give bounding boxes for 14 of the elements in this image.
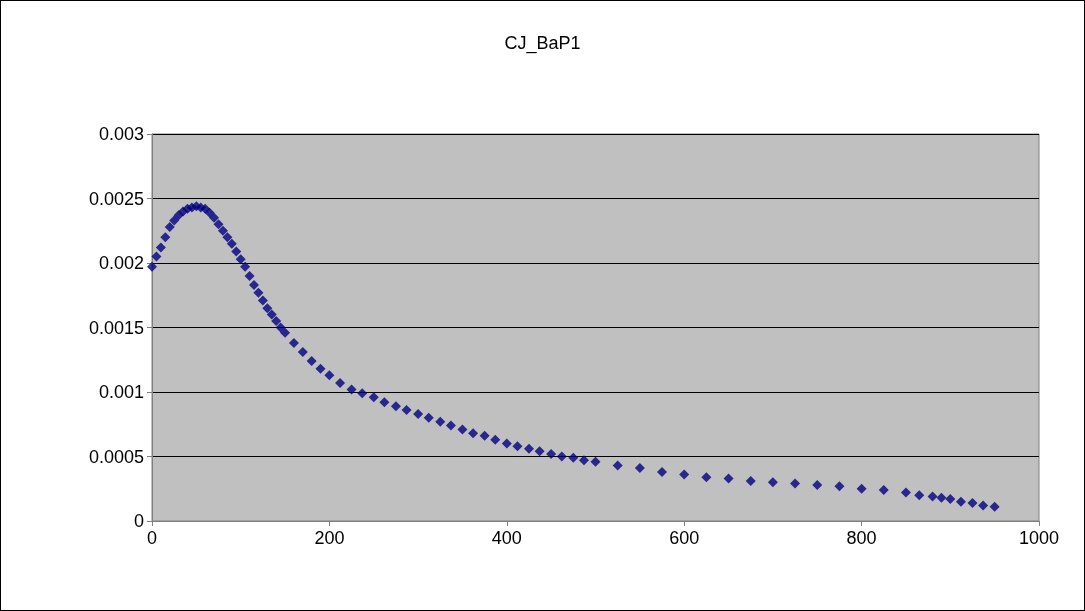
x-tick-label: 0 (146, 528, 158, 548)
x-tick-label: 600 (669, 528, 700, 548)
x-tick-label: 200 (314, 528, 345, 548)
y-tick-label: 0.003 (98, 124, 144, 144)
y-tick-label: 0.002 (98, 253, 144, 273)
x-tick-label: 800 (846, 528, 877, 548)
y-tick-label: 0.0025 (88, 188, 144, 209)
y-tick-label: 0 (133, 511, 144, 531)
x-tick-label: 400 (491, 528, 522, 548)
x-tick-label: 1000 (1018, 528, 1060, 548)
y-tick-label: 0.001 (98, 382, 144, 402)
y-tick-label: 0.0015 (88, 317, 144, 338)
y-tick-label: 0.0005 (88, 446, 144, 467)
chart-title: CJ_BaP1 (504, 33, 581, 54)
